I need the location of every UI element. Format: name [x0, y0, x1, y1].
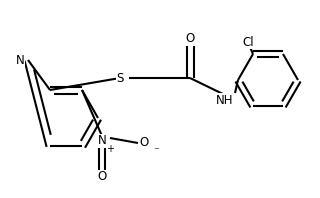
Text: ⁻: ⁻ — [153, 146, 159, 156]
Text: Cl: Cl — [242, 35, 254, 49]
Text: NH: NH — [216, 93, 234, 107]
Text: N: N — [98, 134, 106, 148]
Text: O: O — [97, 170, 107, 184]
Text: O: O — [185, 31, 195, 45]
Text: S: S — [116, 71, 124, 85]
Text: O: O — [140, 136, 148, 149]
Text: +: + — [106, 144, 114, 154]
Text: N: N — [16, 53, 24, 67]
